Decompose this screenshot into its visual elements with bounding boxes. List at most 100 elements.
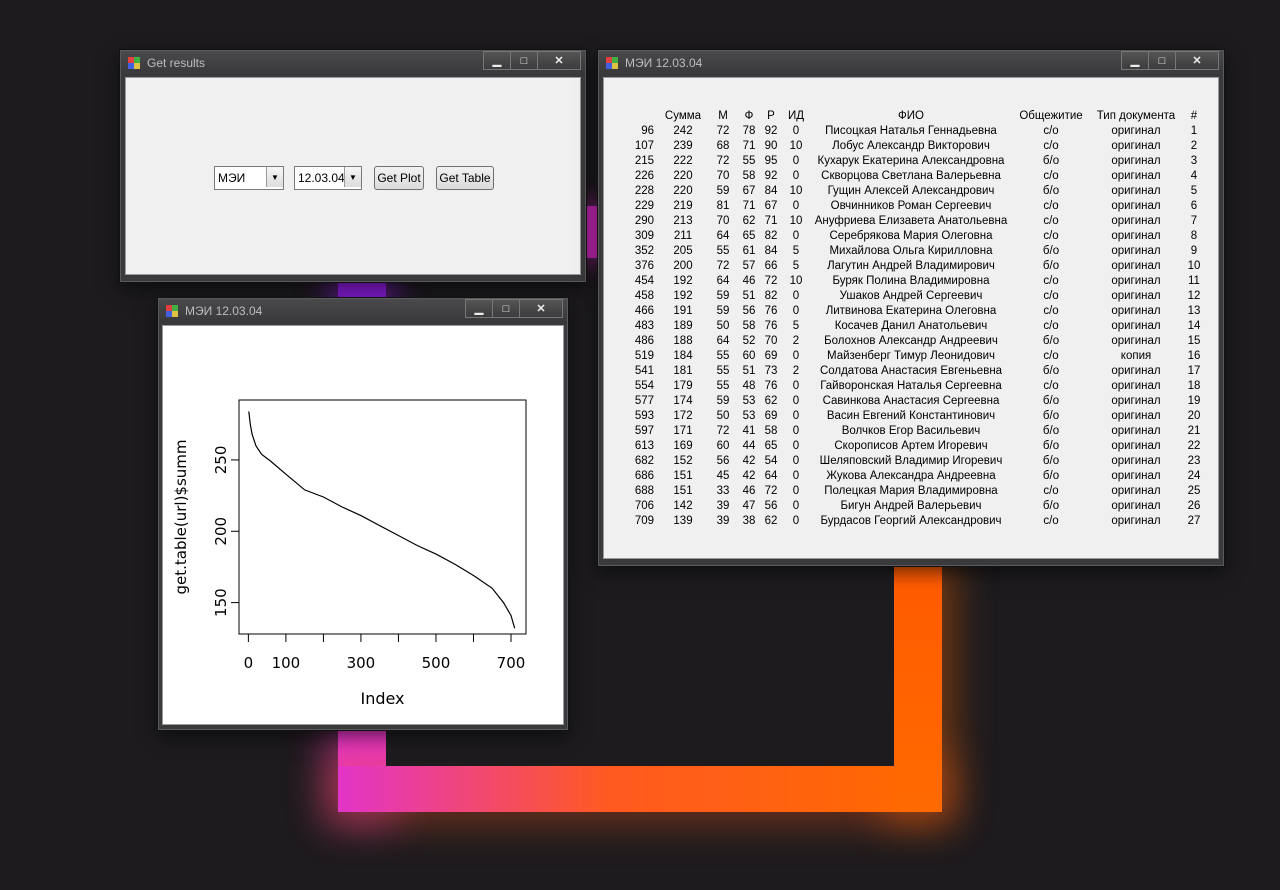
glow-strip-orange — [894, 562, 942, 812]
table-cell: 0 — [792, 469, 800, 482]
table-cell: 9 — [1190, 244, 1198, 257]
university-select[interactable]: МЭИ ▼ — [214, 166, 284, 190]
table-row: 309 211 64 65 82 0 Серебрякова Мария Олеговна с… — [628, 228, 1206, 243]
table-cell: 64 — [716, 229, 730, 242]
title-bar[interactable]: Get results ▁ □ ✕ — [121, 51, 585, 75]
table-cell: Полецкая Мария Владимировна — [824, 484, 998, 497]
get-plot-button[interactable]: Get Plot — [374, 166, 424, 190]
title-bar[interactable]: МЭИ 12.03.04 ▁ □ ✕ — [599, 51, 1223, 75]
table-cell: б/о — [1042, 184, 1060, 197]
table-cell: 519 — [634, 349, 654, 362]
title-bar[interactable]: МЭИ 12.03.04 ▁ □ ✕ — [159, 299, 567, 323]
table-header-row: Сумма М Ф Р ИД ФИО Общежитие Тип документа # — [628, 108, 1206, 123]
table-cell: 6 — [1190, 199, 1198, 212]
table-cell: 62 — [764, 394, 778, 407]
table-cell: 96 — [641, 124, 654, 137]
table-cell: 76 — [764, 319, 778, 332]
table-cell: б/о — [1042, 334, 1060, 347]
table-cell: 14 — [1187, 319, 1201, 332]
table-cell: 51 — [742, 289, 756, 302]
table-cell: 454 — [634, 274, 654, 287]
chevron-down-icon[interactable]: ▼ — [344, 167, 361, 187]
table-cell: 10 — [789, 274, 803, 287]
table-cell: 0 — [792, 424, 800, 437]
table-cell: Косачев Данил Анатольевич — [834, 319, 988, 332]
x-axis-label: Index — [360, 689, 404, 708]
table-cell: 81 — [716, 199, 730, 212]
table-row: 597 171 72 41 58 0 Волчков Егор Васильевич б/о о… — [628, 423, 1206, 438]
minimize-button[interactable]: ▁ — [1121, 51, 1149, 70]
close-button[interactable]: ✕ — [1175, 51, 1219, 70]
window-title: МЭИ 12.03.04 — [185, 304, 263, 318]
table-cell: 10 — [789, 214, 803, 227]
table-cell: оригинал — [1111, 154, 1161, 167]
minimize-icon: ▁ — [474, 303, 484, 315]
table-cell: 59 — [716, 304, 730, 317]
table-row: 682 152 56 42 54 0 Шеляповский Владимир Игорев… — [628, 453, 1206, 468]
table-cell: б/о — [1042, 394, 1060, 407]
table-cell: 0 — [792, 229, 800, 242]
table-cell: 151 — [673, 484, 693, 497]
table-cell: 67 — [764, 199, 778, 212]
table-cell: 228 — [634, 184, 654, 197]
table-cell: 0 — [792, 349, 800, 362]
table-cell: б/о — [1042, 439, 1060, 452]
table-cell: 7 — [1190, 214, 1198, 227]
table-cell: 222 — [673, 154, 693, 167]
table-cell: 26 — [1187, 499, 1201, 512]
line-chart: 0 100 300 500 700 150 200 250 Index get.table(url… — [172, 399, 527, 708]
column-header: Общежитие — [1019, 109, 1083, 122]
table-cell: 2 — [792, 334, 800, 347]
x-tick-label: 300 — [347, 654, 376, 672]
table-cell: Майзенберг Тимур Леонидович — [827, 349, 995, 362]
x-tick-label: 100 — [272, 654, 301, 672]
table-cell: б/о — [1042, 244, 1060, 257]
close-button[interactable]: ✕ — [537, 51, 581, 70]
results-table: Сумма М Ф Р ИД ФИО Общежитие Тип документа # 96 2… — [628, 108, 1206, 528]
close-icon: ✕ — [1192, 55, 1202, 67]
table-row: 226 220 70 58 92 0 Скворцова Светлана Валерьев… — [628, 168, 1206, 183]
table-cell: 82 — [764, 289, 778, 302]
x-tick-label: 0 — [244, 654, 254, 672]
table-cell: б/о — [1042, 469, 1060, 482]
table-row: 229 219 81 71 67 0 Овчинников Роман Сергеевич с… — [628, 198, 1206, 213]
table-cell: 577 — [634, 394, 654, 407]
plot-frame — [238, 399, 527, 635]
table-row: 709 139 39 38 62 0 Бурдасов Георгий Александро… — [628, 513, 1206, 528]
chevron-down-icon[interactable]: ▼ — [266, 167, 283, 187]
table-cell: 58 — [742, 169, 756, 182]
y-tick-label: 250 — [212, 446, 230, 475]
table-cell: 192 — [673, 289, 693, 302]
table-cell: 70 — [764, 334, 778, 347]
table-cell: оригинал — [1111, 229, 1161, 242]
table-cell: Жукова Александра Андреевна — [826, 469, 996, 482]
table-cell: 0 — [792, 484, 800, 497]
maximize-button[interactable]: □ — [492, 299, 520, 318]
table-cell: 44 — [742, 439, 756, 452]
table-cell: Скорописов Артем Игоревич — [834, 439, 988, 452]
program-select[interactable]: 12.03.04 ▼ — [294, 166, 362, 190]
minimize-button[interactable]: ▁ — [483, 51, 511, 70]
maximize-button[interactable]: □ — [510, 51, 538, 70]
table-cell: 1 — [1190, 124, 1198, 137]
table-cell: б/о — [1042, 454, 1060, 467]
maximize-button[interactable]: □ — [1148, 51, 1176, 70]
window-title: МЭИ 12.03.04 — [625, 56, 703, 70]
minimize-button[interactable]: ▁ — [465, 299, 493, 318]
table-cell: 16 — [1187, 349, 1201, 362]
results-table-panel: Сумма М Ф Р ИД ФИО Общежитие Тип документа # 96 2… — [603, 77, 1219, 559]
table-cell: 72 — [716, 154, 730, 167]
table-cell: оригинал — [1111, 454, 1161, 467]
close-button[interactable]: ✕ — [519, 299, 563, 318]
table-cell: 59 — [716, 289, 730, 302]
table-cell: Буряк Полина Владимировна — [832, 274, 990, 287]
get-table-button[interactable]: Get Table — [436, 166, 494, 190]
table-cell: 39 — [716, 514, 730, 527]
table-cell: 55 — [716, 364, 730, 377]
table-cell: с/о — [1043, 289, 1059, 302]
table-cell: оригинал — [1111, 124, 1161, 137]
table-cell: 78 — [742, 124, 756, 137]
table-cell: с/о — [1043, 304, 1059, 317]
table-cell: с/о — [1043, 229, 1059, 242]
table-cell: 54 — [764, 454, 778, 467]
